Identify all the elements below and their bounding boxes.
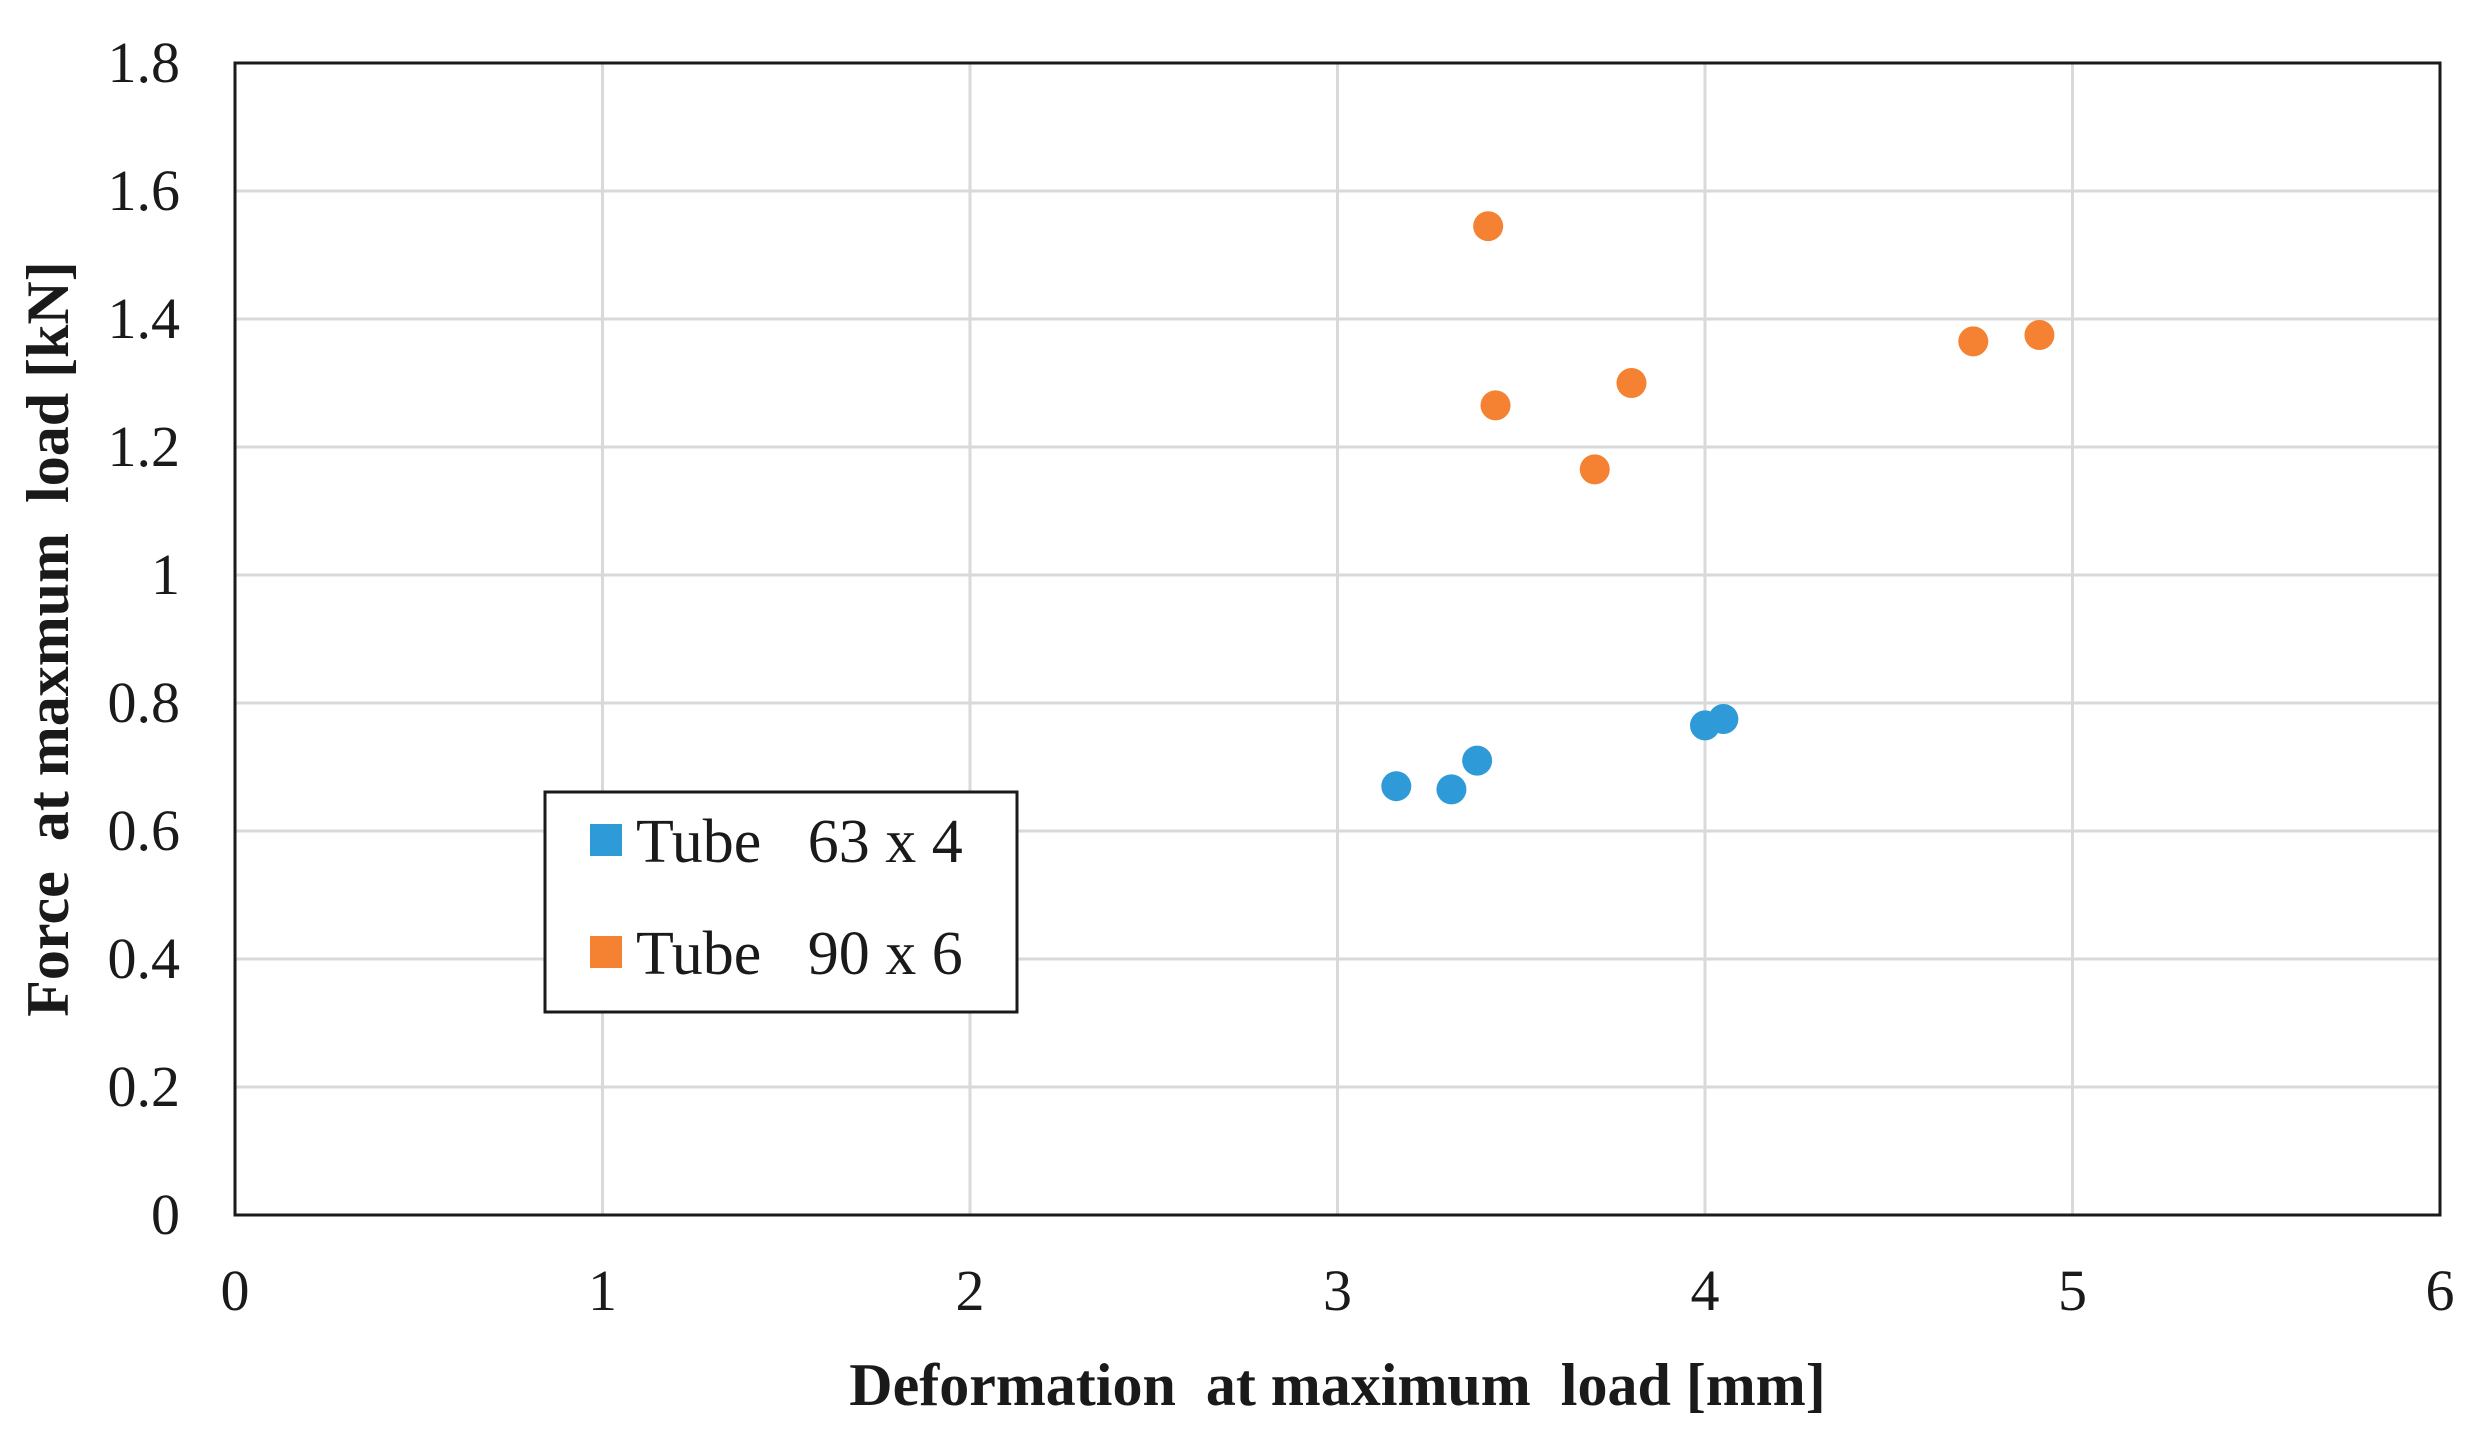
y-tick-label-7: 1.4 [108, 286, 181, 351]
x-tick-label-1: 1 [588, 1258, 617, 1323]
x-axis-title: Deformation at maximum load [mm] [849, 1352, 1826, 1418]
y-tick-label-1: 0.2 [108, 1054, 181, 1119]
x-tick-label-5: 5 [2058, 1258, 2087, 1323]
point-series-1-4 [1958, 326, 1989, 357]
y-tick-label-6: 1.2 [108, 414, 181, 479]
y-tick-label-8: 1.6 [108, 158, 181, 223]
legend: Tube 63 x 4 Tube 90 x 6 [543, 790, 1019, 1014]
x-tick-label-2: 2 [956, 1258, 985, 1323]
point-series-1-0 [1473, 211, 1504, 242]
plot-area-frame [233, 61, 2442, 1217]
y-tick-label-3: 0.6 [108, 798, 181, 863]
point-series-0-4 [1708, 704, 1739, 734]
y-tick-label-2: 0.4 [108, 926, 181, 991]
y-axis-tick-labels: 0 0.2 0.4 0.6 0.8 1 1.2 1.4 1.6 1.8 [108, 30, 181, 1247]
x-tick-label-4: 4 [1691, 1258, 1720, 1323]
legend-swatch-tube-63x4 [590, 824, 622, 856]
point-series-1-3 [1616, 368, 1647, 398]
point-series-1-2 [1579, 454, 1610, 485]
legend-label-tube-63x4: Tube 63 x 4 [636, 808, 963, 876]
y-axis-title: Force at maxmum load [kN] [15, 261, 81, 1016]
y-tick-label-4: 0.8 [108, 670, 181, 735]
y-tick-label-0: 0 [151, 1182, 180, 1247]
legend-label-tube-90x6: Tube 90 x 6 [636, 920, 963, 988]
legend-swatch-tube-90x6 [590, 936, 622, 968]
grid-lines [235, 61, 2442, 1215]
point-series-0-2 [1462, 745, 1493, 776]
x-tick-label-0: 0 [221, 1258, 250, 1323]
point-series-0-1 [1436, 774, 1467, 805]
x-tick-label-6: 6 [2426, 1258, 2455, 1323]
data-points [1381, 211, 2055, 805]
point-series-0-0 [1381, 771, 1412, 802]
x-tick-label-3: 3 [1323, 1258, 1352, 1323]
point-series-1-1 [1480, 390, 1511, 421]
legend-box [543, 790, 1019, 1014]
y-tick-label-9: 1.8 [108, 30, 181, 95]
x-axis-tick-labels: 0 1 2 3 4 5 6 [221, 1258, 2455, 1323]
point-series-1-5 [2024, 320, 2055, 350]
y-tick-label-5: 1 [151, 542, 180, 607]
